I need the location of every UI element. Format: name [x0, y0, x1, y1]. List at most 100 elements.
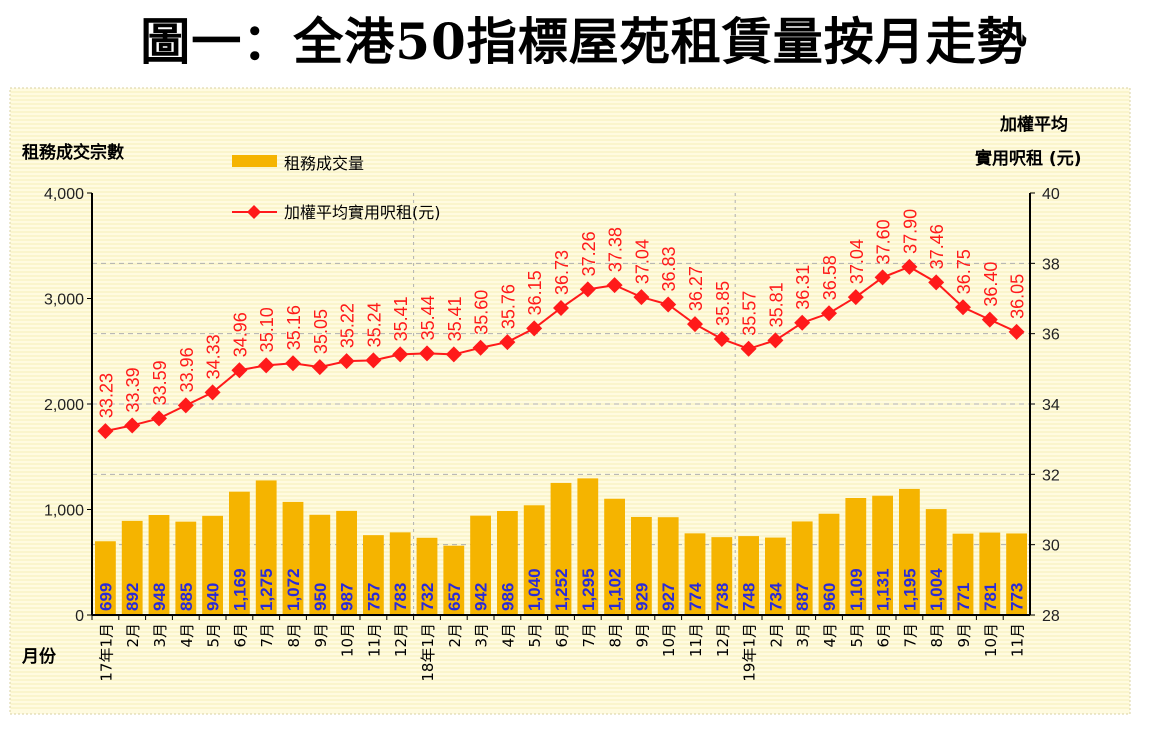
line-data-label: 36.58 — [820, 255, 840, 300]
x-tick-label: 9月 — [312, 623, 330, 648]
chart-title: 圖一：全港50指標屋苑租賃量按月走勢 — [140, 12, 1028, 71]
bar-data-label: 1,102 — [606, 568, 625, 611]
line-marker — [311, 359, 328, 376]
x-tick-label: 9月 — [955, 623, 973, 648]
line-marker — [1008, 323, 1025, 340]
bar — [550, 482, 572, 615]
bar-data-label: 699 — [96, 583, 115, 611]
line-data-label: 36.83 — [659, 246, 679, 291]
bar — [791, 521, 813, 615]
y-tick-label: 0 — [75, 608, 84, 625]
y2-tick-label: 32 — [1042, 467, 1060, 484]
bar-data-label: 1,004 — [927, 568, 946, 611]
y2-tick-label: 30 — [1042, 538, 1060, 555]
bar — [979, 532, 1001, 615]
line-marker — [151, 410, 167, 427]
line-data-label: 37.90 — [900, 209, 920, 254]
y-tick-label: 3,000 — [44, 292, 84, 309]
bar — [684, 533, 706, 615]
x-tick-label: 11月 — [1009, 623, 1027, 657]
line-data-label: 35.10 — [257, 307, 277, 352]
bar-data-label: 757 — [364, 583, 383, 611]
bar-data-label: 781 — [981, 583, 1000, 611]
line-marker — [177, 397, 194, 414]
line-data-label: 36.40 — [981, 262, 1001, 307]
y-tick-label: 1,000 — [44, 503, 84, 520]
line-marker — [821, 305, 837, 322]
x-tick-label: 5月 — [205, 623, 223, 648]
line-marker — [419, 345, 435, 362]
bar — [952, 533, 974, 615]
line-data-label: 36.75 — [954, 249, 974, 294]
x-tick-label: 18年1月 — [419, 623, 437, 682]
x-tick-label: 8月 — [928, 623, 946, 648]
line-data-label: 36.73 — [552, 250, 572, 295]
line-data-label: 35.81 — [766, 282, 786, 327]
x-tick-label: 8月 — [607, 623, 625, 648]
line-marker — [633, 289, 650, 306]
bar — [470, 515, 491, 615]
line-data-label: 37.26 — [579, 231, 599, 276]
bar — [309, 514, 331, 615]
bar — [872, 495, 893, 615]
line-data-label: 36.31 — [793, 265, 813, 310]
bar — [604, 498, 625, 615]
line-data-label: 37.46 — [927, 224, 947, 269]
line-data-label: 33.59 — [150, 360, 170, 405]
bar — [818, 513, 840, 615]
line-data-label: 37.04 — [847, 239, 867, 284]
bar-data-label: 1,195 — [900, 568, 919, 611]
x-tick-label: 11月 — [687, 623, 705, 657]
line-data-label: 36.27 — [686, 266, 706, 311]
bar — [657, 517, 679, 615]
line-marker — [794, 314, 811, 331]
x-tick-label: 5月 — [526, 623, 544, 648]
line-data-label: 35.24 — [364, 302, 384, 347]
x-tick-label: 4月 — [499, 623, 517, 648]
y2-tick-label: 40 — [1042, 186, 1060, 203]
line-data-label: 37.04 — [632, 239, 652, 284]
bar — [282, 501, 304, 615]
x-tick-label: 3月 — [473, 623, 491, 648]
x-tick-label: 7月 — [580, 623, 598, 648]
bar-data-label: 748 — [740, 583, 759, 611]
bar-data-label: 950 — [311, 583, 330, 611]
line-data-label: 35.44 — [418, 295, 438, 340]
bar-data-label: 734 — [766, 582, 785, 611]
bar-data-label: 885 — [177, 583, 196, 611]
y2-tick-label: 38 — [1042, 256, 1060, 273]
x-tick-label: 2月 — [124, 623, 142, 648]
x-tick-label: 3月 — [794, 623, 812, 648]
x-tick-label: 10月 — [982, 623, 1000, 657]
bar-data-label: 1,040 — [525, 568, 544, 611]
bar-data-label: 960 — [820, 583, 839, 611]
line-marker — [767, 332, 784, 349]
bar — [497, 510, 518, 615]
bar — [389, 532, 411, 615]
line-marker — [445, 346, 462, 363]
line-data-label: 35.16 — [284, 305, 304, 350]
line-data-label: 35.60 — [472, 290, 492, 335]
bar — [443, 545, 465, 615]
bar-data-label: 783 — [391, 583, 410, 611]
line-marker — [740, 340, 757, 357]
line-data-label: 35.76 — [498, 284, 518, 329]
bar — [631, 516, 652, 615]
bar — [523, 505, 545, 615]
bar — [765, 537, 786, 615]
bar-data-label: 887 — [793, 583, 812, 611]
x-tick-label: 7月 — [901, 623, 919, 648]
bar-data-label: 774 — [686, 582, 705, 611]
x-tick-label: 12月 — [392, 623, 410, 657]
legend-bar-label: 租務成交量 — [284, 154, 364, 173]
bar-data-label: 657 — [445, 583, 464, 611]
bar — [121, 520, 143, 615]
y2-tick-label: 34 — [1042, 397, 1060, 414]
x-tick-label: 19年1月 — [741, 623, 759, 682]
x-tick-label: 17年1月 — [97, 623, 115, 682]
line-marker — [472, 339, 489, 356]
x-tick-label: 10月 — [660, 623, 678, 657]
y2-axis-title: 實用呎租 (元) — [975, 148, 1081, 169]
bar-data-label: 738 — [713, 583, 732, 611]
line-data-label: 35.57 — [740, 291, 760, 336]
